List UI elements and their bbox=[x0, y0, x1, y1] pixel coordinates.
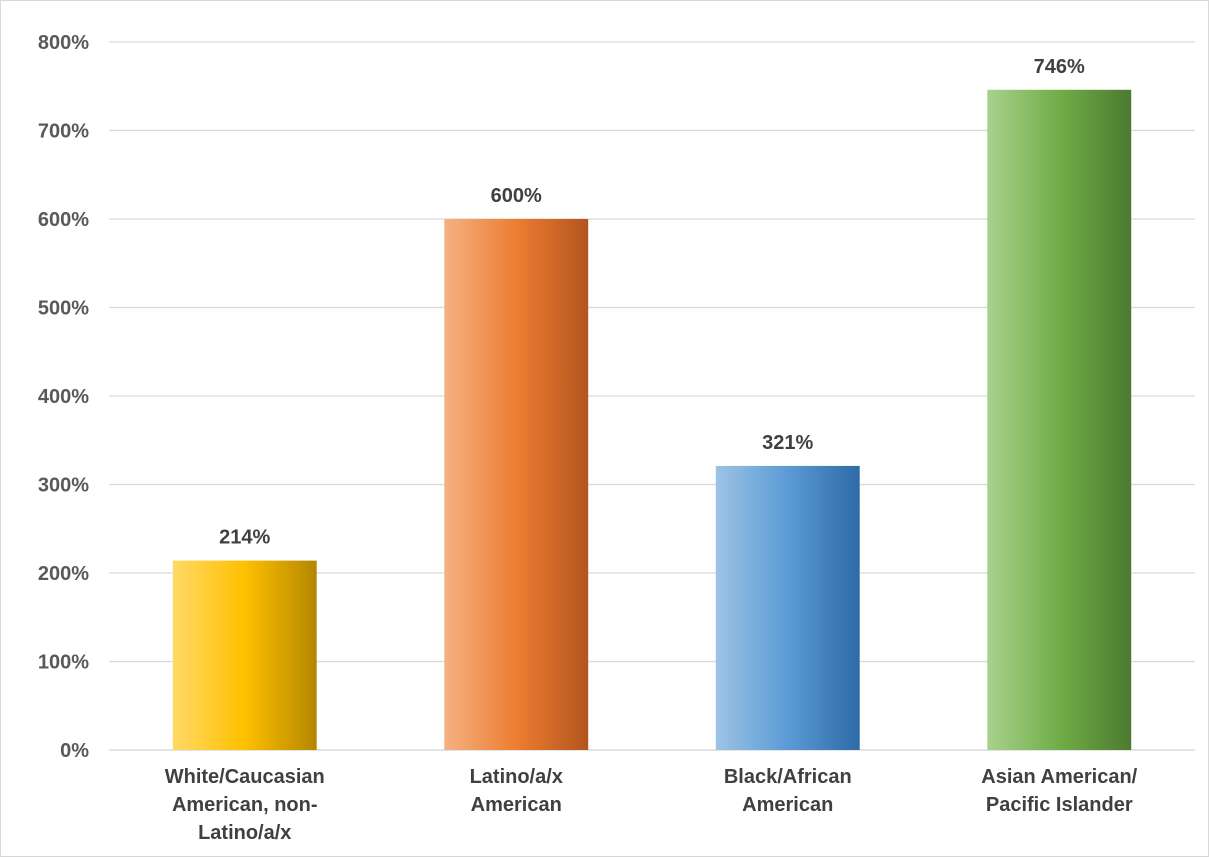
data-label: 321% bbox=[762, 432, 813, 454]
y-tick-label: 100% bbox=[38, 652, 89, 674]
x-category-label: Latino/a/x bbox=[198, 822, 291, 844]
bar bbox=[444, 219, 589, 750]
x-category-label: Pacific Islander bbox=[986, 794, 1133, 816]
y-tick-label: 200% bbox=[38, 563, 89, 585]
x-category-label: Asian American/ bbox=[981, 766, 1137, 788]
x-category-label: Latino/a/x bbox=[470, 766, 563, 788]
x-category-label: American, non- bbox=[172, 794, 318, 816]
y-tick-label: 400% bbox=[38, 386, 89, 408]
x-category-label: White/Caucasian bbox=[165, 766, 325, 788]
x-category-label: American bbox=[471, 794, 562, 816]
data-label: 746% bbox=[1034, 56, 1085, 78]
y-tick-label: 700% bbox=[38, 121, 89, 143]
bars bbox=[172, 89, 1132, 751]
y-tick-label: 0% bbox=[60, 740, 89, 762]
x-category-label: American bbox=[742, 794, 833, 816]
data-label: 600% bbox=[491, 185, 542, 207]
bar bbox=[987, 89, 1132, 751]
y-tick-label: 600% bbox=[38, 209, 89, 231]
data-label: 214% bbox=[219, 527, 270, 549]
y-tick-label: 500% bbox=[38, 298, 89, 320]
y-axis-ticks: 0% 100% 200% 300% 400% 500% 600% 700% 800% bbox=[38, 32, 89, 762]
x-category-label: Black/African bbox=[724, 766, 852, 788]
y-tick-label: 800% bbox=[38, 32, 89, 54]
bar bbox=[715, 465, 860, 750]
data-labels: 214% 600% 321% 746% bbox=[219, 56, 1085, 549]
y-tick-label: 300% bbox=[38, 475, 89, 497]
bar bbox=[172, 560, 317, 750]
x-axis-categories: White/Caucasian American, non- Latino/a/x L… bbox=[165, 766, 1138, 844]
